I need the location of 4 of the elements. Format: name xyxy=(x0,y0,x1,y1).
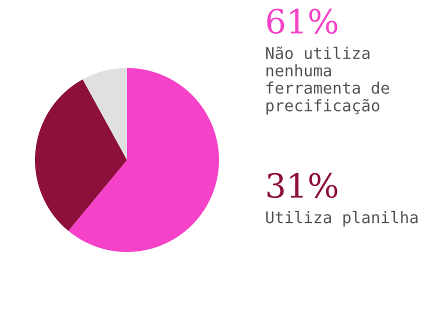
text: Não utiliza nenhuma ferramenta de precificação xyxy=(266,46,390,115)
text: Utiliza planilha xyxy=(266,210,418,226)
text: 31% xyxy=(268,172,338,198)
text: 61% xyxy=(267,8,338,34)
